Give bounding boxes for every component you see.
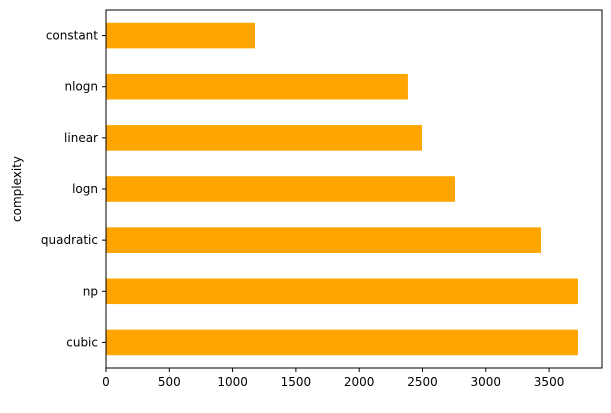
bar-cubic: [106, 329, 578, 356]
y-tick-label: quadratic: [41, 233, 98, 247]
x-tick-label: 2500: [407, 375, 438, 389]
y-axis-label: complexity: [10, 156, 24, 222]
y-tick-label: cubic: [66, 335, 98, 349]
y-tick-label: np: [83, 284, 98, 298]
x-tick-label: 3000: [471, 375, 502, 389]
bar-constant: [106, 22, 256, 49]
x-tick-label: 0: [102, 375, 110, 389]
x-tick-label: 1500: [281, 375, 312, 389]
bar-quadratic: [106, 227, 541, 253]
y-tick-label: nlogn: [64, 80, 98, 94]
x-tick-label: 1000: [217, 375, 248, 389]
y-tick-label: linear: [64, 131, 98, 145]
bar-linear: [106, 125, 422, 151]
y-tick-label: logn: [72, 182, 98, 196]
bar-np: [106, 278, 578, 305]
y-tick-label: constant: [46, 29, 98, 43]
x-tick-label: 3500: [534, 375, 565, 389]
x-tick-label: 500: [158, 375, 181, 389]
bar-nlogn: [106, 73, 408, 100]
x-tick-label: 2000: [344, 375, 375, 389]
bar-logn: [106, 176, 456, 202]
